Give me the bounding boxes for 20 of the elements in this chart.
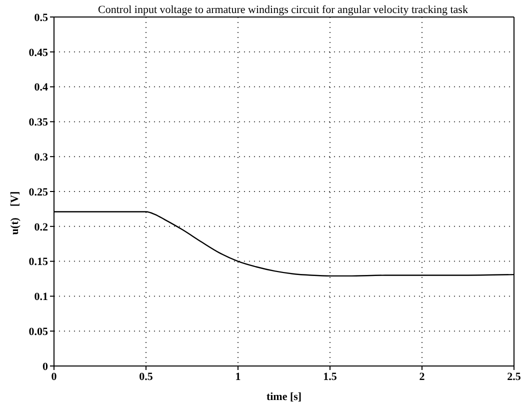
- y-tick-label: 0.4: [34, 82, 48, 94]
- x-tick-label: 0.5: [139, 370, 154, 383]
- y-tick-label: 0.5: [34, 12, 48, 24]
- y-tick-label: 0.45: [28, 46, 48, 59]
- x-tick-label: 1: [235, 370, 241, 383]
- y-tick-label: 0.05: [28, 326, 48, 338]
- x-tick-label: 1.5: [323, 370, 338, 383]
- x-tick-label: 2.5: [507, 370, 522, 383]
- y-tick-label: 0.25: [28, 186, 48, 198]
- y-tick-label: 0.35: [28, 116, 48, 129]
- y-tick-label: 0.15: [28, 256, 48, 268]
- chart-title: Control input voltage to armature windings circuit for angular velocity tracking task: [98, 4, 468, 16]
- x-axis-title: time [s]: [266, 391, 302, 403]
- x-tick-label: 2: [419, 370, 426, 383]
- y-tick-label: 0: [42, 360, 48, 373]
- y-tick-label: 0.2: [34, 221, 48, 234]
- y-axis-title: u(t) [V]: [9, 191, 21, 235]
- y-tick-label: 0.1: [34, 291, 48, 304]
- x-tick-label: 0: [51, 370, 58, 383]
- y-tick-label: 0.3: [34, 152, 48, 164]
